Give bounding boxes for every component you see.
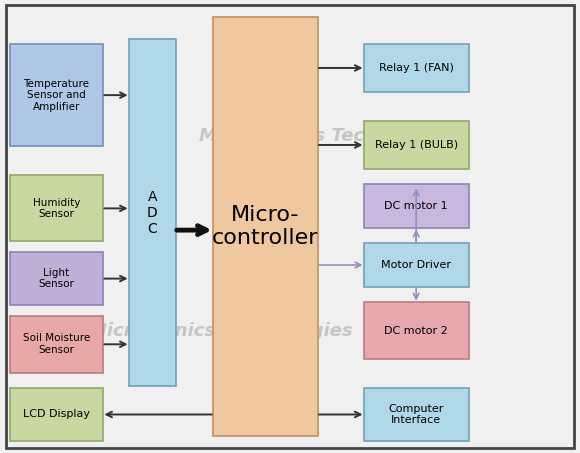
- Text: Microtronics Technologies: Microtronics Technologies: [199, 127, 462, 145]
- Text: LCD Display: LCD Display: [23, 410, 90, 419]
- FancyBboxPatch shape: [213, 17, 318, 436]
- FancyBboxPatch shape: [10, 44, 103, 146]
- FancyBboxPatch shape: [364, 44, 469, 92]
- FancyBboxPatch shape: [129, 39, 176, 386]
- FancyBboxPatch shape: [10, 316, 103, 373]
- FancyBboxPatch shape: [364, 121, 469, 169]
- FancyBboxPatch shape: [364, 302, 469, 359]
- Text: Humidity
Sensor: Humidity Sensor: [33, 198, 80, 219]
- Text: Temperature
Sensor and
Amplifier: Temperature Sensor and Amplifier: [24, 78, 89, 112]
- FancyBboxPatch shape: [10, 252, 103, 305]
- Text: DC motor 2: DC motor 2: [385, 326, 448, 336]
- FancyBboxPatch shape: [10, 388, 103, 441]
- Text: Soil Moisture
Sensor: Soil Moisture Sensor: [23, 333, 90, 355]
- Text: A
D
C: A D C: [147, 190, 158, 236]
- Text: Light
Sensor: Light Sensor: [39, 268, 74, 289]
- Text: Computer
Interface: Computer Interface: [389, 404, 444, 425]
- FancyBboxPatch shape: [364, 388, 469, 441]
- Text: Microtronics Technologies: Microtronics Technologies: [89, 322, 352, 340]
- FancyBboxPatch shape: [364, 243, 469, 287]
- Text: Motor Driver: Motor Driver: [381, 260, 451, 270]
- Text: Relay 1 (BULB): Relay 1 (BULB): [375, 140, 458, 150]
- FancyBboxPatch shape: [364, 184, 469, 228]
- Text: Relay 1 (FAN): Relay 1 (FAN): [379, 63, 454, 73]
- Text: Micro-
controller: Micro- controller: [212, 205, 318, 248]
- FancyBboxPatch shape: [10, 175, 103, 241]
- Text: DC motor 1: DC motor 1: [385, 201, 448, 211]
